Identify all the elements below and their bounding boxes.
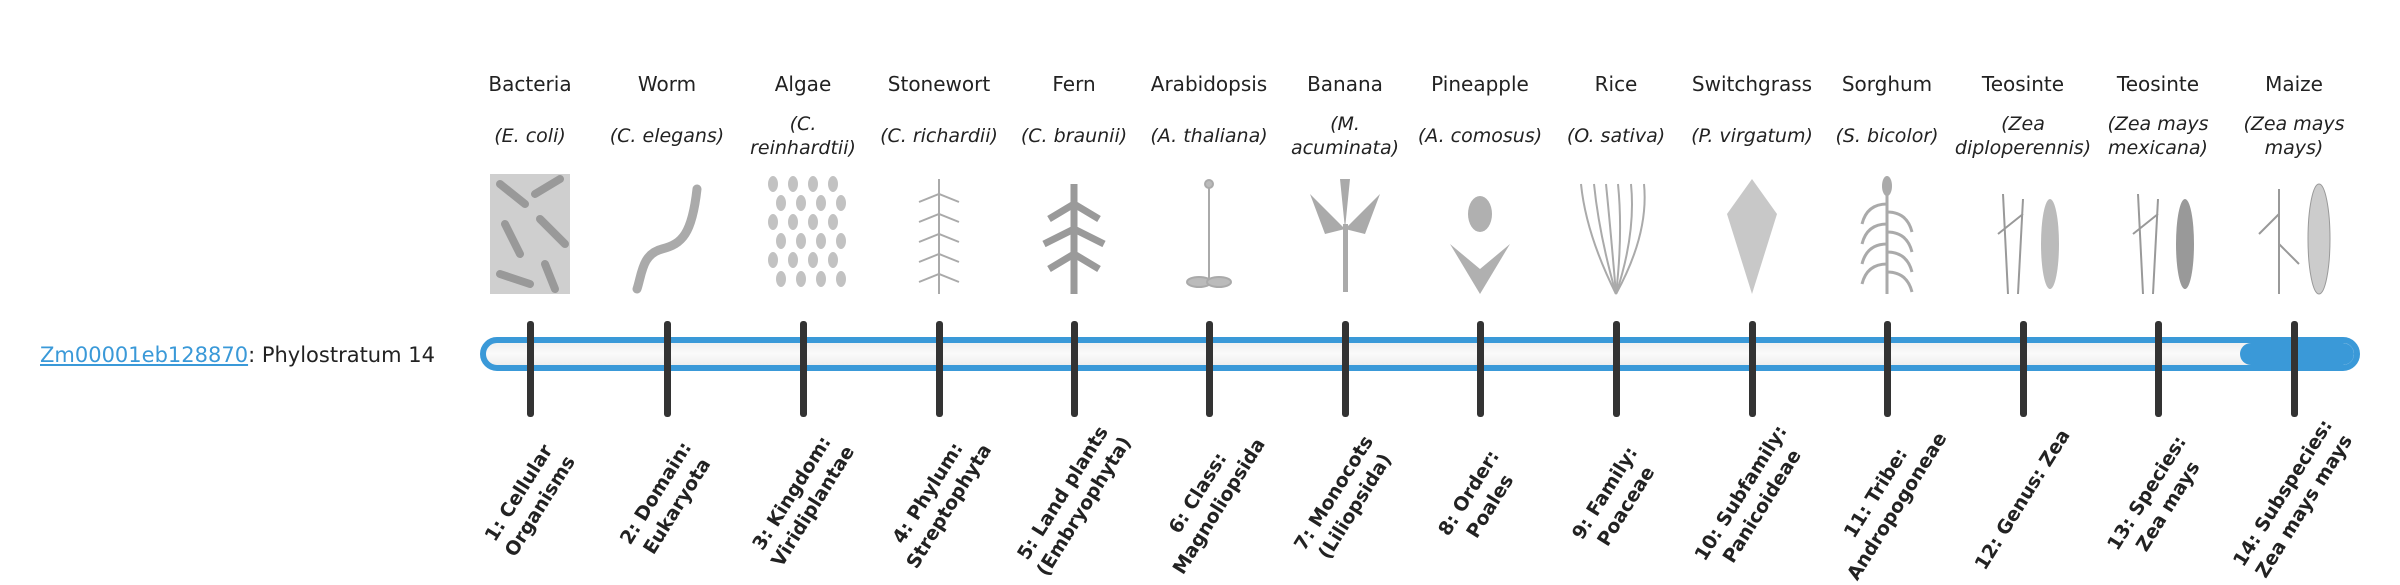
species-column: Arabidopsis (A. thaliana) bbox=[1141, 64, 1277, 299]
stratum-tick bbox=[1477, 321, 1484, 417]
scientific-name: (P. virgatum) bbox=[1691, 125, 1813, 147]
common-name: Banana bbox=[1307, 72, 1383, 96]
species-column: Bacteria (E. coli) bbox=[462, 64, 598, 299]
common-name: Rice bbox=[1594, 72, 1638, 96]
stratum-tick bbox=[1884, 321, 1891, 417]
teosinte-icon bbox=[1955, 174, 2091, 299]
species-column: Rice (O. sativa) bbox=[1548, 64, 1684, 299]
stratum-level-label: 14: Subspecies: Zea mays mays bbox=[2228, 415, 2357, 582]
scientific-name: (Zea mays mexicana) bbox=[2107, 113, 2209, 159]
phylostratum-text: : Phylostratum 14 bbox=[248, 343, 435, 367]
stratum-tick bbox=[527, 321, 534, 417]
fern-icon bbox=[1006, 174, 1142, 299]
species-column: Teosinte (Zea diploperennis) bbox=[1955, 64, 2091, 299]
worm-icon bbox=[599, 174, 735, 299]
pineapple-icon bbox=[1412, 174, 1548, 299]
maize-icon bbox=[2226, 174, 2362, 299]
stratum-tick bbox=[2291, 321, 2298, 417]
rice-icon bbox=[1548, 174, 1684, 299]
stonewort-icon bbox=[871, 174, 1007, 299]
common-name: Fern bbox=[1052, 72, 1096, 96]
arabidopsis-icon bbox=[1141, 174, 1277, 299]
stratum-tick bbox=[1749, 321, 1756, 417]
stratum-tick bbox=[800, 321, 807, 417]
stratum-tick bbox=[664, 321, 671, 417]
bacteria-icon bbox=[462, 174, 598, 299]
species-column: Sorghum (S. bicolor) bbox=[1819, 64, 1955, 299]
gene-label: Zm00001eb128870: Phylostratum 14 bbox=[40, 340, 435, 370]
common-name: Worm bbox=[637, 72, 697, 96]
species-column: Switchgrass (P. virgatum) bbox=[1684, 64, 1820, 299]
scientific-name: (Zea diploperennis) bbox=[1954, 113, 2092, 159]
stratum-tick bbox=[1342, 321, 1349, 417]
species-column: Algae (C. reinhardtii) bbox=[735, 64, 871, 299]
species-column: Teosinte (Zea mays mexicana) bbox=[2090, 64, 2226, 299]
stratum-tick bbox=[1206, 321, 1213, 417]
scientific-name: (C. richardii) bbox=[880, 125, 998, 147]
stratum-tick bbox=[1613, 321, 1620, 417]
scientific-name: (E. coli) bbox=[494, 125, 566, 147]
scientific-name: (A. thaliana) bbox=[1150, 125, 1268, 147]
common-name: Sorghum bbox=[1841, 72, 1933, 96]
common-name: Maize bbox=[2265, 72, 2323, 96]
algae-icon bbox=[735, 174, 871, 299]
common-name: Teosinte bbox=[2116, 72, 2200, 96]
gene-link[interactable]: Zm00001eb128870 bbox=[40, 343, 249, 367]
species-column: Fern (C. braunii) bbox=[1006, 64, 1142, 299]
stratum-tick bbox=[936, 321, 943, 417]
teosinte-icon bbox=[2090, 174, 2226, 299]
sorghum-icon bbox=[1819, 174, 1955, 299]
common-name: Switchgrass bbox=[1691, 72, 1813, 96]
scientific-name: (C. braunii) bbox=[1020, 125, 1128, 147]
common-name: Bacteria bbox=[488, 72, 572, 96]
phylostratum-progress-bar bbox=[480, 337, 2360, 371]
stratum-tick bbox=[2020, 321, 2027, 417]
common-name: Stonewort bbox=[887, 72, 991, 96]
species-column: Maize (Zea mays mays) bbox=[2226, 64, 2362, 299]
scientific-name: (S. bicolor) bbox=[1835, 125, 1939, 147]
switchgrass-icon bbox=[1684, 174, 1820, 299]
scientific-name: (O. sativa) bbox=[1566, 125, 1666, 147]
common-name: Teosinte bbox=[1981, 72, 2065, 96]
species-column: Stonewort (C. richardii) bbox=[871, 64, 1007, 299]
scientific-name: (C. reinhardtii) bbox=[750, 113, 856, 159]
species-column: Worm (C. elegans) bbox=[599, 64, 735, 299]
stratum-tick bbox=[1071, 321, 1078, 417]
common-name: Pineapple bbox=[1431, 72, 1529, 96]
scientific-name: (M. acuminata) bbox=[1290, 113, 1400, 159]
scientific-name: (A. comosus) bbox=[1417, 125, 1543, 147]
banana-icon bbox=[1277, 174, 1413, 299]
scientific-name: (C. elegans) bbox=[609, 125, 725, 147]
scientific-name: (Zea mays mays) bbox=[2243, 113, 2345, 159]
species-column: Banana (M. acuminata) bbox=[1277, 64, 1413, 299]
species-column: Pineapple (A. comosus) bbox=[1412, 64, 1548, 299]
common-name: Arabidopsis bbox=[1150, 72, 1268, 96]
common-name: Algae bbox=[774, 72, 832, 96]
stratum-tick bbox=[2155, 321, 2162, 417]
